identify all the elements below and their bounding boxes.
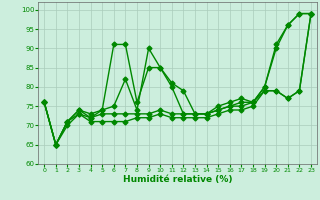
X-axis label: Humidité relative (%): Humidité relative (%) xyxy=(123,175,232,184)
